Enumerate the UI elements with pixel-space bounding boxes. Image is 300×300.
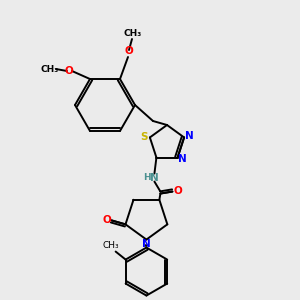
Text: N: N: [150, 172, 159, 183]
Text: H: H: [144, 173, 151, 182]
Text: CH₃: CH₃: [41, 64, 59, 74]
Text: O: O: [64, 66, 74, 76]
Text: CH₃: CH₃: [124, 28, 142, 38]
Text: N: N: [178, 154, 187, 164]
Text: O: O: [102, 215, 111, 225]
Text: O: O: [173, 186, 182, 196]
Text: S: S: [140, 132, 148, 142]
Text: N: N: [185, 131, 194, 141]
Text: O: O: [124, 46, 134, 56]
Text: CH₃: CH₃: [102, 241, 119, 250]
Text: N: N: [142, 238, 151, 249]
